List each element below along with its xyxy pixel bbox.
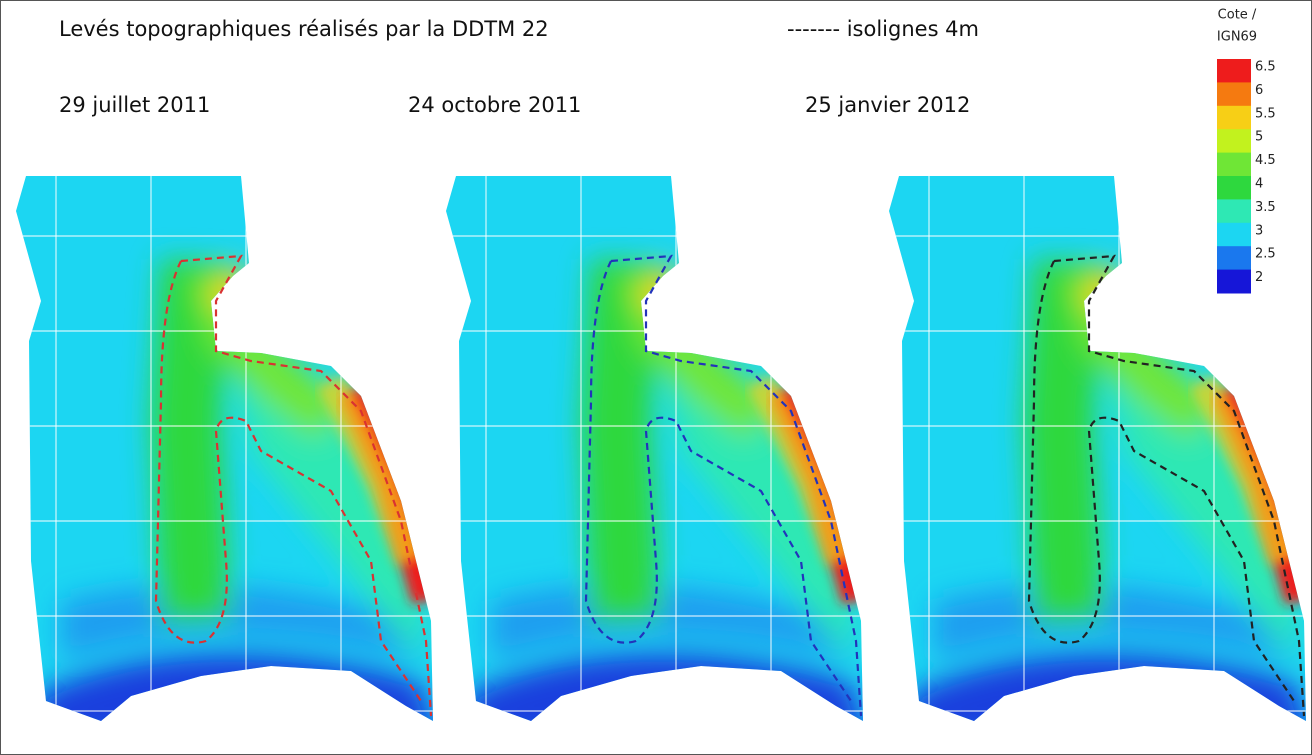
legend-label: 5 [1255, 130, 1263, 145]
title: Levés topographiques réalisés par la DDT… [59, 17, 549, 41]
legend-title: Cote / [1218, 8, 1257, 23]
panel-date: 29 juillet 2011 [59, 93, 210, 117]
contour-note: ------- isolignes 4m [787, 17, 979, 41]
legend-swatch [1217, 153, 1251, 177]
crest [221, 281, 241, 301]
ridge [1059, 261, 1069, 621]
legend-label: 6.5 [1255, 60, 1276, 75]
map-fill [431, 161, 871, 741]
legend-label: 5.5 [1255, 106, 1276, 121]
legend-swatch [1217, 199, 1251, 223]
legend-swatch [1217, 129, 1251, 153]
map-panel [431, 161, 871, 741]
crest [1094, 281, 1114, 301]
legend-label: 4.5 [1255, 153, 1276, 168]
legend-title: IGN69 [1217, 30, 1257, 45]
crest [651, 281, 671, 301]
legend-swatch [1217, 270, 1251, 294]
legend-label: 4 [1255, 177, 1263, 192]
legend-swatch [1217, 223, 1251, 247]
map-panel [1, 161, 441, 741]
legend-swatch [1217, 176, 1251, 200]
panel-date: 25 janvier 2012 [805, 93, 970, 117]
ridge [186, 261, 196, 621]
legend-swatch [1217, 82, 1251, 106]
legend-swatch [1217, 59, 1251, 83]
figure: Cote / IGN69 6.5 6 5.5 5 4.5 4 3.5 3 2.5 2 Levés to… [0, 0, 1312, 755]
legend-label: 2 [1255, 270, 1263, 285]
legend-label: 3 [1255, 223, 1263, 238]
ridge [616, 261, 626, 621]
panel-date: 24 octobre 2011 [408, 93, 581, 117]
legend-swatch [1217, 246, 1251, 270]
legend-label: 3.5 [1255, 200, 1276, 215]
legend-swatch [1217, 106, 1251, 130]
map-fill [1, 161, 441, 741]
legend-label: 2.5 [1255, 247, 1276, 262]
legend-label: 6 [1255, 83, 1263, 98]
